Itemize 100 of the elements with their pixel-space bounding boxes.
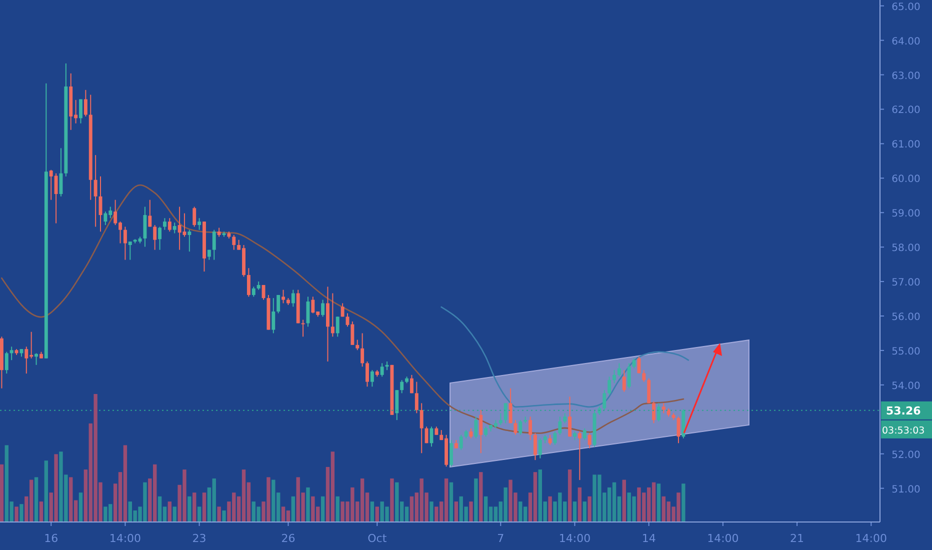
candlestick <box>172 222 176 234</box>
candlestick <box>498 412 502 426</box>
candlestick <box>276 294 280 314</box>
candlestick <box>356 339 360 351</box>
bar <box>622 480 626 522</box>
candlestick <box>563 412 567 424</box>
bar <box>390 478 394 522</box>
candlestick <box>504 402 508 424</box>
y-tick-label: 65.00 <box>892 2 920 13</box>
y-tick-label: 54.00 <box>892 380 920 392</box>
bar <box>222 510 226 522</box>
candlestick <box>484 426 488 438</box>
bar <box>578 487 582 522</box>
x-tick-label: 21 <box>790 532 804 545</box>
candlestick <box>360 332 364 368</box>
candlestick <box>168 218 172 232</box>
candlestick <box>568 396 572 438</box>
candlestick <box>420 402 424 454</box>
candlestick <box>340 302 344 318</box>
candlestick <box>612 370 616 384</box>
candlestick <box>647 378 651 404</box>
candlestick <box>582 428 586 441</box>
bar <box>291 496 296 522</box>
x-tick-label: 14:00 <box>109 532 142 545</box>
bar <box>20 504 24 522</box>
x-tick-label: 14:00 <box>558 532 591 545</box>
candlestick <box>518 420 522 436</box>
candlestick <box>528 416 532 441</box>
candlestick <box>459 434 463 451</box>
text: 03:53:03 <box>882 425 925 436</box>
candlestick <box>662 402 666 414</box>
candlestick <box>652 400 656 424</box>
y-tick-label: 57.00 <box>892 278 920 289</box>
candlestick <box>232 234 236 250</box>
candlestick <box>588 432 592 449</box>
candlestick <box>380 362 384 378</box>
bar <box>656 484 661 522</box>
y-tick-label: 51.00 <box>892 484 920 496</box>
x-tick-label: 14:00 <box>707 532 739 545</box>
candlestick <box>395 390 399 421</box>
y-tick-label: 59.00 <box>892 208 920 220</box>
candlestick <box>212 229 216 260</box>
x-tick-label: 16 <box>44 532 58 545</box>
candlestick <box>246 268 250 298</box>
candlestick <box>153 224 157 250</box>
candlestick <box>128 241 132 260</box>
candlestick <box>602 390 606 411</box>
candlestick <box>84 89 88 117</box>
x-tick-label: 23 <box>192 532 206 545</box>
candlestick <box>148 199 152 228</box>
candlestick <box>336 316 340 338</box>
bar <box>168 502 172 522</box>
bar <box>0 464 4 522</box>
y-tick-label: 60.00 <box>892 174 920 186</box>
candlestick <box>162 218 166 230</box>
candlestick <box>188 229 192 252</box>
candlestick <box>366 360 369 388</box>
bar <box>582 502 586 522</box>
candlestick <box>192 206 196 228</box>
bar <box>202 492 206 522</box>
candlestick <box>538 438 542 459</box>
candlestick <box>330 292 334 338</box>
bar <box>14 506 18 522</box>
candlestick <box>479 410 483 454</box>
y-tick-label: 58.00 <box>892 243 920 254</box>
bar <box>44 460 48 522</box>
bar <box>172 506 176 522</box>
x-tick-label: 26 <box>281 532 296 545</box>
bar <box>454 502 458 522</box>
candlestick <box>34 352 38 366</box>
bar <box>548 496 552 522</box>
bar <box>479 472 483 522</box>
candlestick <box>474 416 478 439</box>
bar <box>78 492 83 522</box>
candlestick <box>400 380 404 394</box>
candlestick <box>656 402 660 422</box>
y-tick-label: 61.00 <box>892 140 920 151</box>
bar <box>430 502 434 522</box>
candlestick <box>326 286 330 362</box>
candlestick <box>414 381 418 414</box>
bar <box>469 502 473 522</box>
bar <box>217 506 221 522</box>
y-tick-label: 56.00 <box>892 312 920 323</box>
bar <box>197 506 202 522</box>
candlestick <box>627 362 631 389</box>
bar <box>474 478 478 522</box>
candlestick <box>642 370 646 382</box>
candlestick <box>424 426 428 444</box>
y-tick-label: 64.00 <box>892 36 920 48</box>
candlestick <box>548 434 552 446</box>
bar <box>682 484 686 522</box>
candlestick <box>158 226 162 250</box>
candlestick <box>321 299 325 318</box>
x-tick-label: Oct <box>368 532 388 545</box>
candlestick <box>370 370 374 388</box>
x-tick-label: 14:00 <box>855 532 887 545</box>
bar <box>568 470 572 522</box>
bar <box>336 496 340 522</box>
candlestick <box>450 440 453 468</box>
candlestick <box>4 351 8 374</box>
